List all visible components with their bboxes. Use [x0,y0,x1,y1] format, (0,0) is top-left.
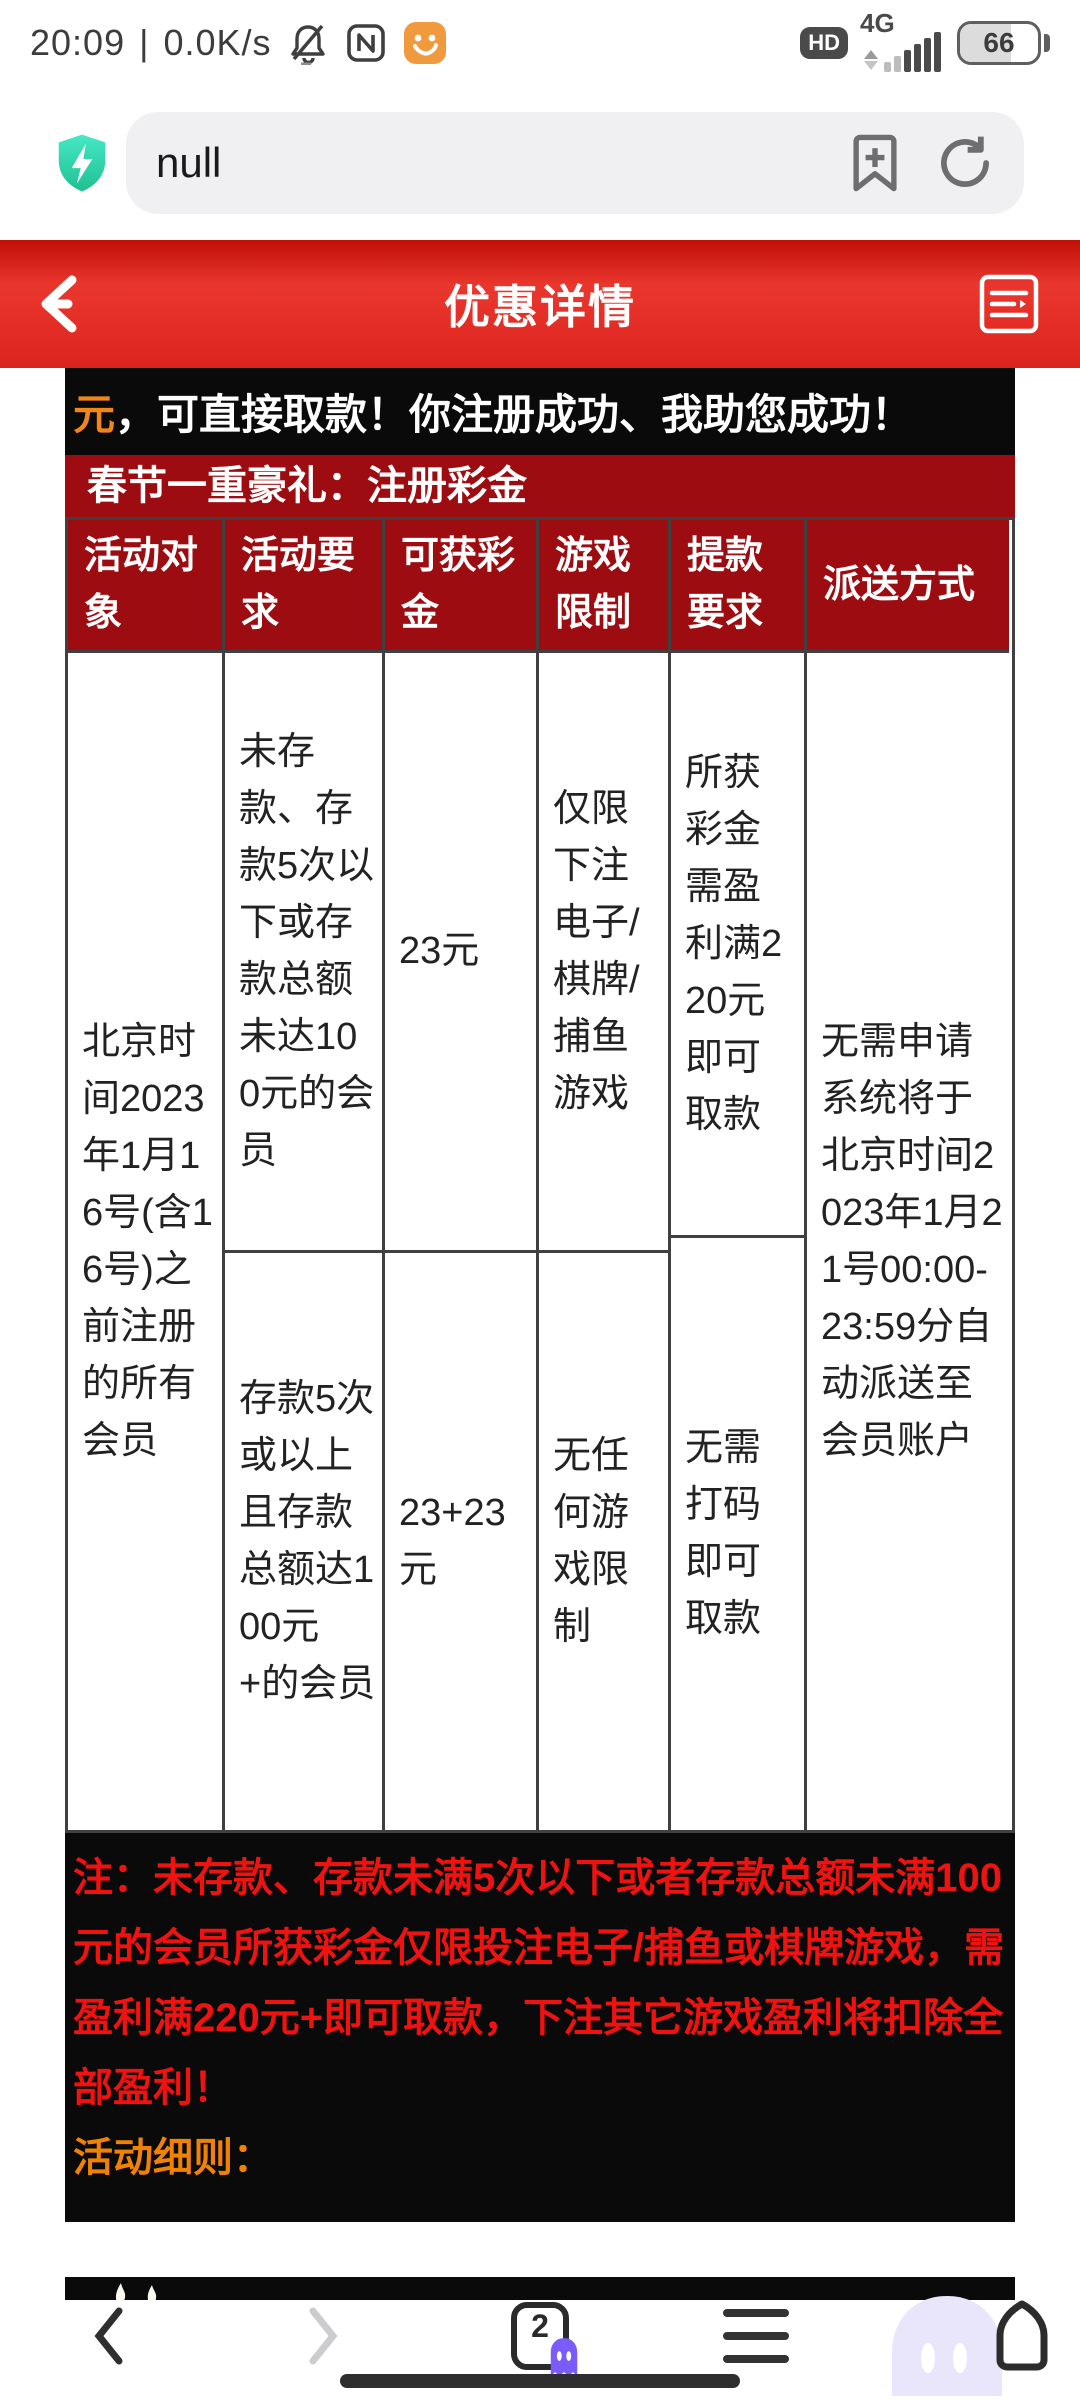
network-type-label: 4G [860,7,895,38]
table-cell: 23元 [385,653,536,1253]
battery-percent: 66 [983,26,1015,58]
nav-forward-button[interactable] [216,2300,432,2372]
home-icon [996,2300,1048,2371]
banner-text: ，可直接取款！你注册成功、我助您成功！ [115,391,914,438]
table-column-audience: 活动对象 北京时间2023年1月16号(含16号)之前注册的所有会员 [68,520,225,1830]
column-header: 活动要求 [225,520,382,653]
next-image-strip [65,2277,1015,2301]
hd-badge: HD [800,26,848,59]
nav-back-icon [94,2307,123,2365]
data-arrows-icon [864,49,878,70]
status-bar: 20:09 | 0.0K/s HD 4G [0,0,1080,85]
promo-table: 活动对象 北京时间2023年1月16号(含16号)之前注册的所有会员 活动要求 … [65,517,1015,1833]
column-header: 派送方式 [807,520,1009,653]
table-cell: 仅限下注电子/棋牌/捕鱼游戏 [539,653,668,1253]
nfc-icon [346,23,385,62]
bottom-nav-bar: 2 [0,2296,1080,2400]
column-header: 游戏限制 [539,520,668,653]
table-cell-audience: 北京时间2023年1月16号(含16号)之前注册的所有会员 [68,653,222,1830]
nav-home-button[interactable] [864,2296,1080,2396]
browser-toolbar: null [0,85,1080,240]
smiley-app-icon [403,21,446,64]
note-text: 注：未存款、存款未满5次以下或者存款总额未满100元的会员所获彩金仅限投注电子/… [73,1856,1005,2110]
table-cell: 无任何游戏限制 [539,1253,668,1830]
shield-bolt-icon[interactable] [56,132,108,194]
table-column-delivery: 派送方式 无需申请系统将于北京时间2023年1月21号00:00-23:59分自… [807,520,1009,1830]
banner-highlight: 元 [73,391,116,438]
nav-menu-button[interactable] [648,2300,864,2372]
mute-bell-icon [290,24,325,65]
promo-content: 元 ，可直接取款！你注册成功、我助您成功！ 春节一重豪礼：注册彩金 活动对象 北… [65,368,1015,2222]
table-cell: 所获彩金需盈利满220元即可取款 [671,653,804,1238]
network-speed: 0.0K/s [163,21,272,63]
table-column-requirement: 活动要求 未存款、存款5次以下或存款总额未达100元的会员 存款5次或以上且存款… [225,520,385,1830]
battery-nub [1044,33,1050,52]
table-column-game-limit: 游戏限制 仅限下注电子/棋牌/捕鱼游戏 无任何游戏限制 [539,520,671,1830]
table-cell-delivery: 无需申请系统将于北京时间2023年1月21号00:00-23:59分自动派送至会… [807,653,1009,1830]
signal-indicator: 4G [860,8,941,72]
nav-tabs-button[interactable]: 2 [432,2300,648,2376]
table-cell: 存款5次或以上且存款总额达100元+的会员 [225,1253,382,1830]
url-input[interactable]: null [126,111,1024,214]
status-separator: | [139,21,150,63]
tabs-icon [511,2302,569,2370]
table-column-bonus: 可获彩金 23元 23+23元 [385,520,539,1830]
battery-icon: 66 [957,20,1041,65]
table-column-withdraw: 提款要求 所获彩金需盈利满220元即可取款 无需打码即可取款 [671,520,807,1830]
url-text: null [156,138,222,186]
flame-tips-icon [115,2283,157,2301]
column-header: 可获彩金 [385,520,536,653]
menu-icon [723,2309,789,2363]
nav-back-button[interactable] [0,2300,216,2372]
table-cell: 23+23元 [385,1253,536,1830]
app-header: 优惠详情 [0,240,1080,368]
promo-title: 春节一重豪礼：注册彩金 [65,455,1015,517]
table-cell: 未存款、存款5次以下或存款总额未达100元的会员 [225,653,382,1253]
back-arrow-icon[interactable] [38,272,118,336]
refresh-icon[interactable] [936,134,994,192]
column-header: 活动对象 [68,520,222,653]
table-cell: 无需打码即可取款 [671,1238,804,1830]
gesture-bar[interactable] [340,2374,740,2388]
nav-forward-icon [309,2307,338,2365]
ghost-badge-icon [550,2338,578,2376]
rules-label: 活动细则： [73,2136,273,2180]
page-title: 优惠详情 [444,281,636,333]
bookmark-add-icon[interactable] [848,132,902,194]
signal-bars-icon [884,31,941,72]
tab-count-badge: 2 [531,2308,549,2344]
clock: 20:09 [30,21,126,63]
article-list-icon[interactable] [976,269,1042,339]
column-header: 提款要求 [671,520,804,653]
banner-line: 元 ，可直接取款！你注册成功、我助您成功！ [65,368,1015,455]
home-ghost-icon [892,2296,1002,2396]
